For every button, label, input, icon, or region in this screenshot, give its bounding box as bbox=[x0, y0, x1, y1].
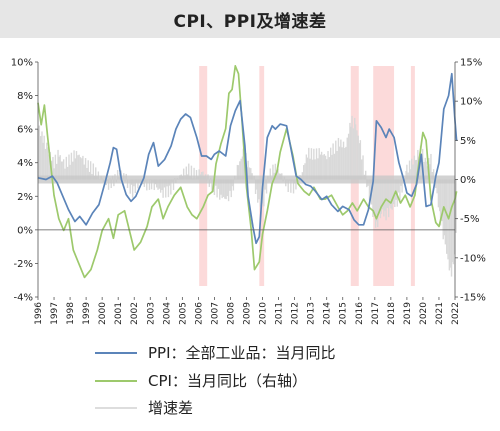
right-tick-label: -5% bbox=[460, 214, 479, 225]
series-lines bbox=[37, 65, 458, 279]
left-tick-label: -2% bbox=[14, 259, 33, 270]
x-tick-label: 2009 bbox=[243, 302, 253, 325]
legend-label-1: CPI：当月同比（右轴） bbox=[148, 372, 307, 390]
axes: -4% -2% 0% 2% 4% 6% 8% 10% -15% -10% -5% 0% 5% 10% 15%… bbox=[11, 58, 486, 325]
left-tick-label: 6% bbox=[17, 125, 33, 136]
legend-label-0: PPI：全部工业品：当月同比 bbox=[148, 344, 336, 362]
ppi-line bbox=[37, 72, 458, 245]
legend-label-2: 增速差 bbox=[148, 399, 193, 417]
left-tick-label: 8% bbox=[17, 91, 33, 102]
x-tick-label: 2012 bbox=[291, 302, 301, 325]
x-tick-label: 2022 bbox=[451, 302, 461, 325]
x-tick-label: 2005 bbox=[178, 302, 188, 325]
right-tick-label: 15% bbox=[460, 58, 482, 69]
x-tick-label: 2006 bbox=[194, 302, 204, 325]
x-tick-label: 1998 bbox=[66, 302, 76, 325]
x-tick-label: 2003 bbox=[146, 302, 156, 325]
x-tick-label: 2011 bbox=[275, 302, 285, 325]
x-tick-label: 2000 bbox=[98, 302, 108, 325]
x-tick-label: 2020 bbox=[419, 302, 429, 325]
x-tick-label: 1997 bbox=[50, 302, 60, 325]
chart-title: CPI、PPI及增速差 bbox=[173, 11, 327, 32]
right-tick-label: 5% bbox=[460, 136, 476, 147]
x-tick-label: 2002 bbox=[130, 302, 140, 325]
cpi-line bbox=[37, 65, 458, 279]
x-tick-label: 2016 bbox=[355, 302, 365, 325]
right-tick-label: -10% bbox=[460, 253, 486, 264]
right-tick-label: 10% bbox=[460, 97, 482, 108]
x-tick-label: 1999 bbox=[82, 302, 92, 325]
x-tick-label: 2017 bbox=[371, 302, 381, 325]
left-tick-label: 0% bbox=[17, 225, 33, 236]
left-tick-label: 2% bbox=[17, 192, 33, 203]
legend: PPI：全部工业品：当月同比 CPI：当月同比（右轴） 增速差 bbox=[95, 344, 336, 417]
x-tick-label: 2007 bbox=[210, 302, 220, 325]
x-tick-label: 2019 bbox=[403, 302, 413, 325]
left-tick-label: 4% bbox=[17, 158, 33, 169]
right-tick-label: -15% bbox=[460, 293, 486, 304]
right-tick-label: 0% bbox=[460, 175, 476, 186]
left-tick-label: 10% bbox=[11, 58, 33, 69]
x-tick-label: 2010 bbox=[259, 302, 269, 325]
left-tick-label: -4% bbox=[14, 293, 33, 304]
x-tick-label: 2008 bbox=[226, 302, 236, 325]
x-tick-label: 2004 bbox=[162, 302, 172, 325]
x-tick-label: 2018 bbox=[387, 302, 397, 325]
x-tick-label: 2015 bbox=[339, 302, 349, 325]
x-tick-label: 1996 bbox=[34, 302, 44, 325]
x-tick-label: 2013 bbox=[307, 302, 317, 325]
x-tick-label: 2014 bbox=[323, 302, 333, 325]
x-tick-label: 2021 bbox=[435, 302, 445, 325]
chart-title-bar: CPI、PPI及增速差 bbox=[0, 0, 500, 38]
x-tick-label: 2001 bbox=[114, 302, 124, 325]
